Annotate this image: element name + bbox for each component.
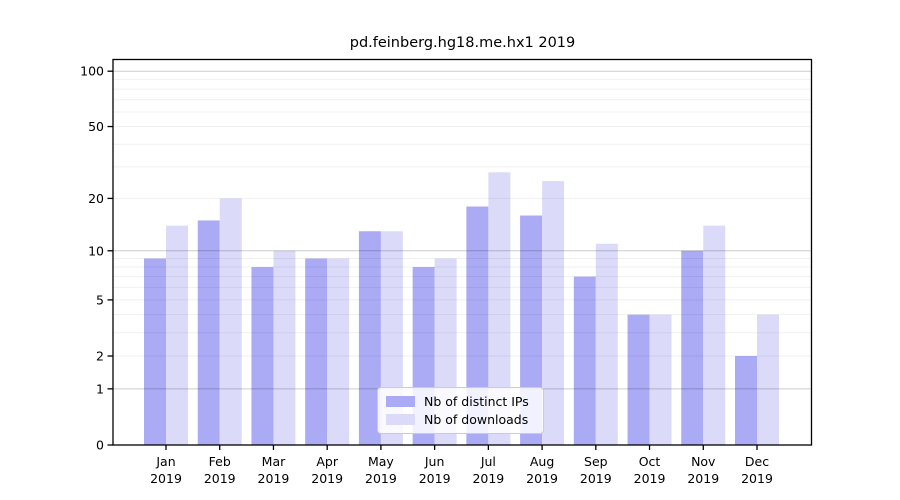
x-tick-label-year: 2019 (580, 471, 612, 486)
bar-nov-nb-of-distinct-ips (681, 250, 704, 445)
legend-label-distinct-ips: Nb of distinct IPs (424, 393, 529, 409)
x-tick-label-year: 2019 (634, 471, 666, 486)
bar-jul-nb-of-downloads (488, 172, 511, 446)
x-tick-label-month: Aug (530, 454, 554, 469)
x-tick-label-month: Apr (316, 454, 338, 469)
x-tick-label-month: Jan (155, 454, 175, 469)
x-tick-label-month: May (368, 454, 394, 469)
legend: Nb of distinct IPs Nb of downloads (377, 387, 544, 434)
x-tick-label-year: 2019 (204, 471, 236, 486)
x-tick-label-year: 2019 (311, 471, 343, 486)
plot-frame (112, 58, 813, 446)
legend-swatch-distinct-ips (386, 396, 415, 407)
bar-feb-nb-of-distinct-ips (197, 220, 220, 445)
x-tick-label-year: 2019 (741, 471, 773, 486)
bar-mar-nb-of-downloads (273, 250, 296, 445)
bar-oct-nb-of-downloads (649, 314, 672, 445)
y-tick-label: 10 (88, 243, 104, 258)
x-tick-label-month: Nov (691, 454, 716, 469)
x-tick-label-year: 2019 (472, 471, 504, 486)
bar-jul-nb-of-distinct-ips (466, 206, 489, 445)
bar-feb-nb-of-downloads (219, 198, 242, 445)
bar-apr-nb-of-distinct-ips (305, 258, 328, 445)
x-tick-label-year: 2019 (365, 471, 397, 486)
x-tick-label-month: Jul (480, 454, 496, 469)
x-tick-label-month: Mar (262, 454, 286, 469)
legend-swatch-downloads (386, 414, 415, 425)
bar-jan-nb-of-distinct-ips (144, 258, 166, 445)
x-tick-label-month: Sep (584, 454, 608, 469)
x-tick-label-year: 2019 (419, 471, 451, 486)
legend-row-downloads: Nb of downloads (378, 411, 543, 427)
x-tick-label-year: 2019 (526, 471, 558, 486)
y-tick-label: 20 (88, 191, 104, 206)
y-tick-label: 0 (96, 438, 104, 453)
x-tick-label-month: Feb (209, 454, 231, 469)
y-tick-label: 1 (96, 381, 104, 396)
y-tick-label: 100 (80, 64, 104, 79)
bar-jan-nb-of-downloads (166, 225, 188, 445)
y-tick-label: 50 (88, 119, 104, 134)
x-tick-label-month: Dec (745, 454, 769, 469)
bar-oct-nb-of-distinct-ips (627, 314, 650, 445)
bar-may-nb-of-distinct-ips (358, 231, 381, 445)
x-tick-label-year: 2019 (150, 471, 182, 486)
legend-row-distinct-ips: Nb of distinct IPs (378, 393, 543, 409)
bar-dec-nb-of-distinct-ips (735, 356, 757, 445)
bar-dec-nb-of-downloads (757, 314, 779, 445)
chart-title: pd.feinberg.hg18.me.hx1 2019 (349, 35, 576, 51)
bar-aug-nb-of-downloads (542, 181, 565, 445)
x-tick-label-month: Jun (424, 454, 445, 469)
bar-sep-nb-of-downloads (595, 243, 618, 445)
y-tick-label: 5 (96, 292, 104, 307)
y-tick-label: 2 (96, 349, 104, 364)
legend-label-downloads: Nb of downloads (424, 411, 529, 427)
bar-nov-nb-of-downloads (703, 225, 726, 445)
x-tick-label-month: Oct (639, 454, 661, 469)
bar-sep-nb-of-distinct-ips (573, 276, 596, 445)
x-tick-label-year: 2019 (258, 471, 290, 486)
bar-mar-nb-of-distinct-ips (251, 267, 274, 445)
x-tick-label-year: 2019 (687, 471, 719, 486)
bar-apr-nb-of-downloads (327, 258, 350, 445)
